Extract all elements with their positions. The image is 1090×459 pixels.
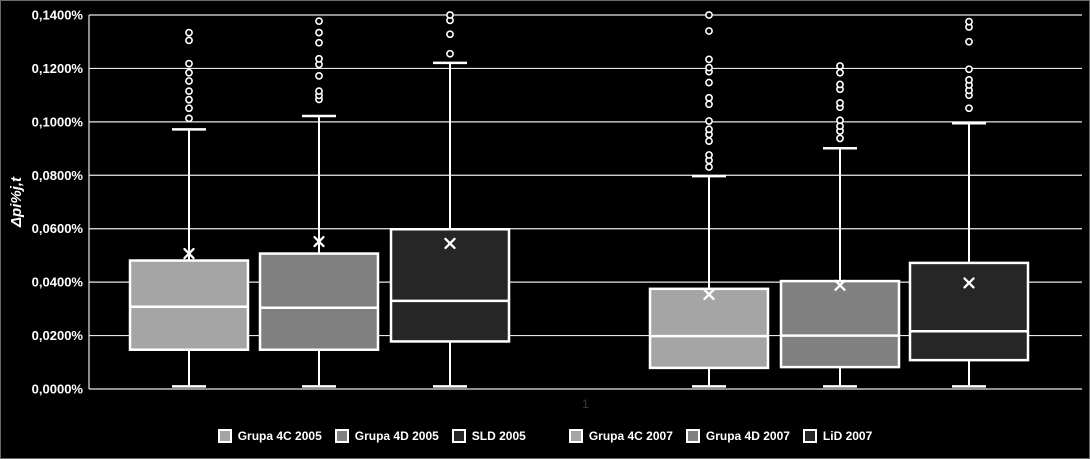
outlier-point (836, 80, 844, 89)
y-tick-label: 0,1400% (32, 8, 84, 23)
outlier-point (185, 36, 193, 45)
legend-item-lid-2007: LiD 2007 (802, 429, 873, 443)
outlier-point (705, 163, 713, 171)
outlier-point (446, 49, 454, 58)
legend-label: Grupa 4C 2005 (237, 429, 322, 443)
outlier-point (446, 30, 454, 39)
mean-marker (444, 237, 456, 250)
legend-item-sld-2005: SLD 2005 (451, 429, 526, 443)
outlier-point (315, 87, 323, 96)
outlier-point (185, 114, 193, 123)
boxplot-series-1 (128, 28, 250, 388)
legend-label: SLD 2005 (471, 429, 526, 443)
y-tick-label: 0,1200% (32, 61, 84, 76)
legend-swatch-grupa-4d-2005 (334, 429, 349, 443)
legend-swatch-grupa-4c-2005 (217, 429, 232, 443)
outlier-point (185, 87, 193, 96)
outlier-point (965, 76, 973, 84)
outlier-point (185, 59, 193, 68)
outlier-point (965, 37, 973, 46)
boxplot-series-3 (389, 11, 511, 388)
box-iqr (779, 279, 901, 369)
outlier-point (705, 93, 713, 102)
y-tick-label: 0,0400% (32, 275, 84, 290)
outlier-point (705, 137, 713, 145)
outlier-point (185, 104, 193, 113)
legend-label: LiD 2007 (822, 429, 873, 443)
legend-swatch-grupa-4c-2007 (568, 429, 583, 443)
outlier-point (315, 28, 323, 37)
mean-marker (834, 279, 846, 291)
boxplot-series-6 (908, 17, 1030, 388)
outlier-point (315, 38, 323, 47)
y-axis-title: Δpi%j,t (8, 176, 25, 228)
outlier-point (705, 63, 713, 72)
outlier-point (965, 65, 973, 74)
box-iqr (258, 252, 380, 351)
outlier-point (705, 55, 713, 64)
legend-label: Grupa 4D 2007 (705, 429, 790, 443)
outlier-point (836, 68, 844, 77)
outlier-point (185, 95, 193, 104)
boxplot-series-5 (779, 62, 901, 388)
outlier-point (705, 78, 713, 87)
x-category-label: 1 (582, 397, 589, 411)
outlier-point (315, 72, 323, 80)
y-tick-label: 0,0800% (32, 168, 84, 183)
boxplot-series-2 (258, 17, 380, 388)
box-iqr (648, 287, 770, 370)
y-tick-label: 0,0600% (32, 221, 84, 236)
y-tick-label: 0,0200% (32, 328, 84, 343)
outlier-point (705, 11, 713, 19)
outlier-point (965, 104, 973, 113)
outlier-point (315, 54, 323, 63)
outlier-point (185, 68, 193, 77)
mean-marker (183, 247, 195, 260)
outlier-point (705, 27, 713, 35)
legend-item-grupa-4d-2007: Grupa 4D 2007 (685, 429, 790, 443)
plot-area: 0,0000% 0,0200% 0,0400% 0,0600% 0,0800% 0,100… (8, 8, 1082, 411)
outlier-point (705, 151, 713, 159)
boxplot-series-4 (648, 11, 770, 388)
outlier-point (836, 116, 844, 125)
legend-label: Grupa 4D 2005 (354, 429, 439, 443)
legend-swatch-grupa-4d-2007 (685, 429, 700, 443)
mean-marker (703, 288, 715, 301)
outlier-point (185, 77, 193, 85)
outlier-point (315, 17, 323, 26)
outlier-point (705, 100, 713, 109)
legend-item-grupa-4d-2005: Grupa 4D 2005 (334, 429, 439, 443)
outlier-point (446, 11, 454, 19)
box-iqr (908, 261, 1030, 362)
mean-marker (963, 277, 975, 289)
outlier-point (705, 117, 713, 125)
outlier-point (705, 125, 713, 134)
legend-swatch-sld-2005 (451, 429, 466, 443)
chart-legend: Grupa 4C 2005 Grupa 4D 2005 SLD 2005 Gru… (1, 425, 1089, 447)
outlier-point (965, 17, 973, 26)
outlier-point (836, 134, 844, 143)
outlier-point (185, 28, 193, 37)
box-iqr (389, 227, 511, 343)
legend-swatch-lid-2007 (802, 429, 817, 443)
legend-item-grupa-4c-2007: Grupa 4C 2007 (568, 429, 673, 443)
legend-item-grupa-4c-2005: Grupa 4C 2005 (217, 429, 322, 443)
mean-marker (313, 235, 325, 248)
y-tick-label: 0,0000% (32, 382, 84, 397)
legend-label: Grupa 4C 2007 (588, 429, 673, 443)
box-iqr (128, 259, 250, 351)
outlier-point (836, 62, 844, 70)
outlier-point (836, 98, 844, 107)
y-tick-label: 0,1000% (32, 114, 84, 129)
